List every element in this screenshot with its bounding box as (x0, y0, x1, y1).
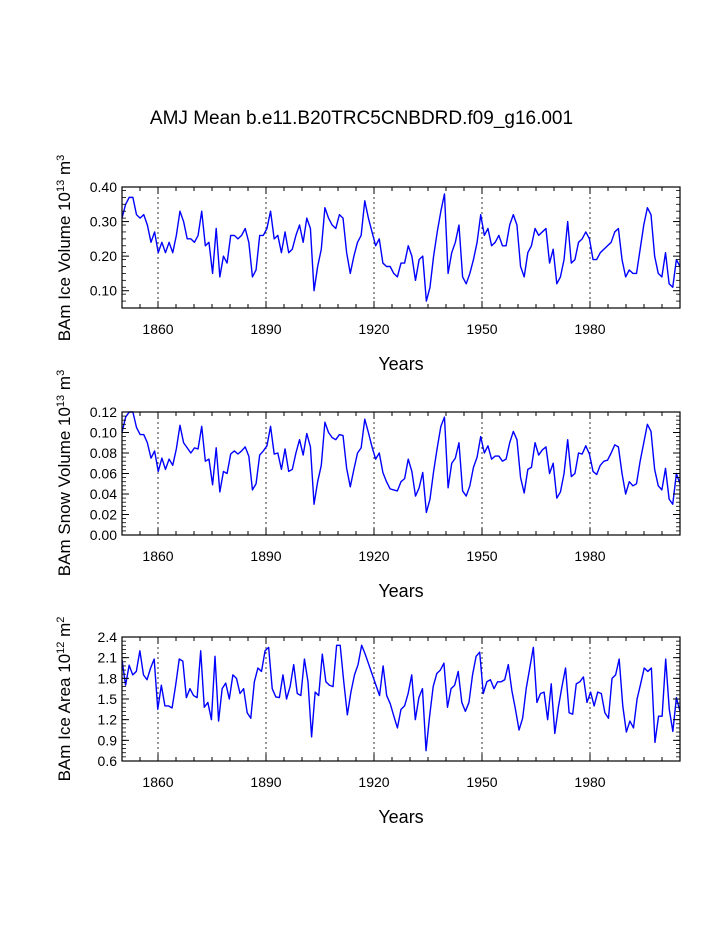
x-axis-label: Years (378, 354, 423, 374)
y-tick-label: 0.30 (90, 214, 117, 230)
y-tick-label: 0.20 (90, 248, 117, 264)
plot-frame (121, 186, 681, 309)
y-axis-label: BAm Snow Volume 1013 m3 (55, 370, 74, 576)
x-tick-label: 1860 (142, 548, 173, 564)
y-tick-label: 0.40 (90, 179, 117, 195)
x-tick-label: 1950 (466, 548, 497, 564)
x-tick-label: 1890 (250, 548, 281, 564)
y-label-text: BAm Snow Volume 10 (55, 407, 74, 576)
x-tick-label: 1890 (250, 321, 281, 337)
y-axis-label: BAm Ice Area 1012 m2 (55, 617, 74, 782)
y-tick-label: 0.9 (98, 732, 118, 748)
y-tick-label: 1.5 (98, 691, 118, 707)
y-tick-label: 1.8 (98, 670, 118, 686)
y-label-exponent: 12 (55, 642, 67, 654)
y-label-exponent: 3 (55, 370, 67, 376)
x-tick-label: 1980 (574, 321, 605, 337)
x-tick-label: 1950 (466, 774, 497, 790)
x-axis-label: Years (378, 807, 423, 827)
y-tick-label: 0.08 (90, 445, 117, 461)
y-label-text: BAm Ice Area 10 (55, 654, 74, 782)
y-tick-label: 2.1 (98, 650, 118, 666)
y-tick-label: 0.12 (90, 404, 117, 420)
y-label-text: m (55, 623, 74, 642)
x-tick-label: 1980 (574, 548, 605, 564)
series-line-ice-area (121, 644, 681, 752)
x-tick-label: 1920 (358, 321, 389, 337)
series-line-snow-volume (121, 411, 681, 514)
y-tick-label: 0.00 (90, 527, 117, 543)
y-label-exponent: 13 (55, 180, 67, 192)
y-tick-label: 0.6 (98, 753, 118, 769)
y-tick-label: 2.4 (98, 629, 118, 645)
x-axis-label: Years (378, 581, 423, 601)
x-tick-label: 1920 (358, 774, 389, 790)
y-tick-label: 0.10 (90, 425, 117, 441)
series-line-ice-volume (121, 193, 681, 302)
y-label-exponent: 3 (55, 155, 67, 161)
y-axis-label: BAm Ice Volume 1013 m3 (55, 155, 74, 342)
panel-ice-volume: 1860 1890 1920 1950 1980 0.10 0.20 0.30 0.40 Year… (55, 155, 681, 374)
y-label-exponent: 13 (55, 395, 67, 407)
y-tick-label: 0.02 (90, 507, 117, 523)
y-tick-label: 0.04 (90, 486, 117, 502)
y-label-exponent: 2 (55, 617, 67, 623)
panel-snow-volume: 1860 1890 1920 1950 1980 0.00 0.02 0.04 0.06 0.08… (55, 370, 681, 601)
y-label-text: m (55, 376, 74, 395)
y-label-text: BAm Ice Volume 10 (55, 192, 74, 341)
y-tick-label: 0.10 (90, 283, 117, 299)
x-tick-label: 1860 (142, 774, 173, 790)
panel-ice-area: 1860 1890 1920 1950 1980 0.6 0.9 1.2 1.5 1.8 2.1 2.… (55, 617, 681, 827)
chart-title: AMJ Mean b.e11.B20TRC5CNBDRD.f09_g16.001 (149, 108, 574, 129)
x-tick-label: 1920 (358, 548, 389, 564)
y-tick-label: 0.06 (90, 466, 117, 482)
x-tick-label: 1860 (142, 321, 173, 337)
y-tick-label: 1.2 (98, 712, 118, 728)
x-tick-label: 1950 (466, 321, 497, 337)
y-label-text: m (55, 161, 74, 180)
x-tick-label: 1890 (250, 774, 281, 790)
x-tick-label: 1980 (574, 774, 605, 790)
